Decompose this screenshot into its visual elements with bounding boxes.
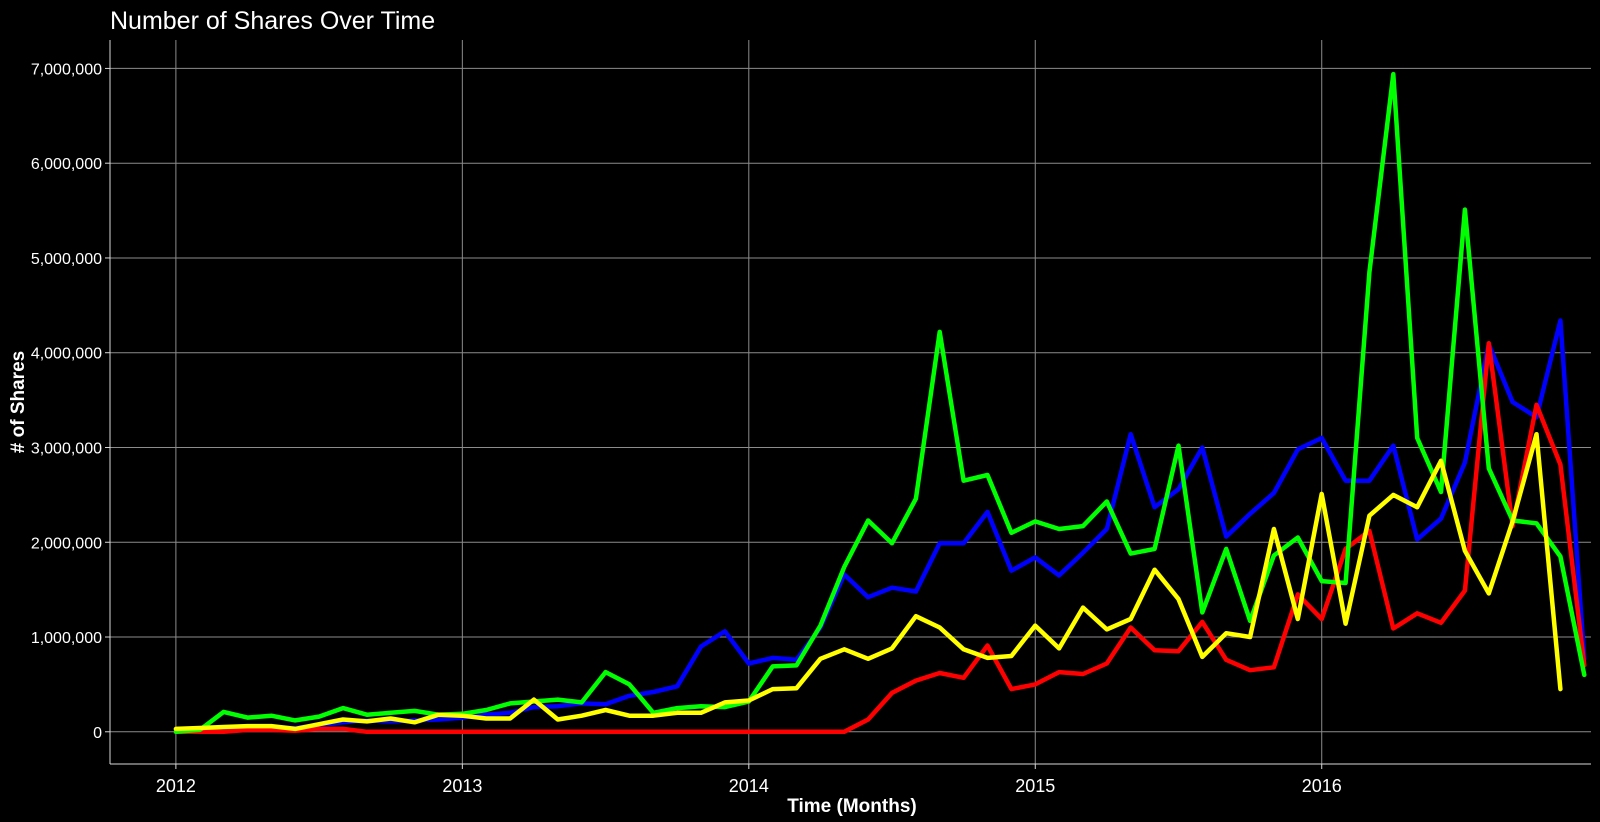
- x-tick-label: 2016: [1302, 776, 1342, 796]
- y-tick-label: 1,000,000: [31, 630, 102, 647]
- y-tick-label: 2,000,000: [31, 535, 102, 552]
- y-tick-label: 7,000,000: [31, 61, 102, 78]
- x-tick-label: 2015: [1015, 776, 1055, 796]
- axis-ticks: 0 1,000,000 2,000,000 3,000,000 4,000,000 5,0…: [31, 61, 1342, 796]
- y-tick-label: 3,000,000: [31, 440, 102, 457]
- y-tick-label: 5,000,000: [31, 251, 102, 268]
- x-tick-label: 2014: [729, 776, 769, 796]
- chart-title: Number of Shares Over Time: [110, 7, 435, 35]
- data-series: [173, 71, 1587, 735]
- y-tick-label: 0: [93, 725, 102, 742]
- x-tick-label: 2013: [442, 776, 482, 796]
- series-line-3: [173, 71, 1587, 735]
- x-axis-title: Time (Months): [787, 796, 916, 817]
- y-axis-title: # of Shares: [8, 351, 29, 453]
- y-tick-label: 4,000,000: [31, 346, 102, 363]
- y-tick-label: 6,000,000: [31, 156, 102, 173]
- x-tick-label: 2012: [156, 776, 196, 796]
- gridlines: [110, 40, 1591, 764]
- series-line-4: [173, 431, 1563, 732]
